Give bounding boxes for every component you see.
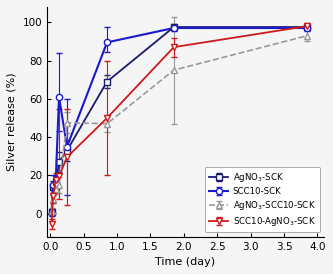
- Legend: AgNO$_3$-SCK, SCC10-SCK, AgNO$_3$-SCC10-SCK, SCC10-AgNO$_3$-SCK: AgNO$_3$-SCK, SCC10-SCK, AgNO$_3$-SCC10-…: [205, 167, 320, 232]
- Y-axis label: Silver release (%): Silver release (%): [7, 73, 17, 171]
- X-axis label: Time (day): Time (day): [156, 257, 215, 267]
